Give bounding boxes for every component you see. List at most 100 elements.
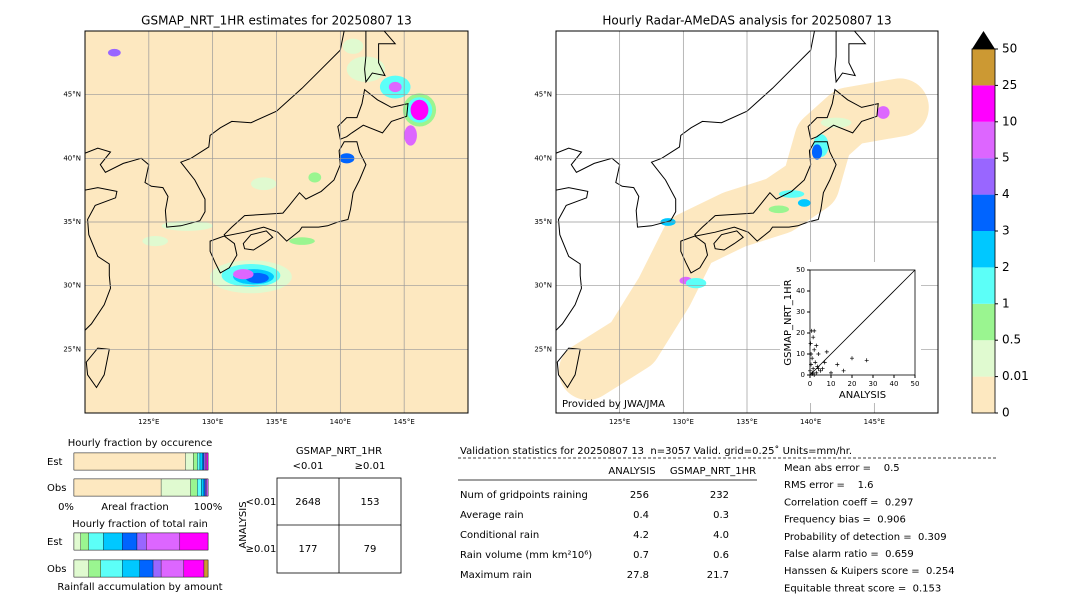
lon-tick-label: 140°E bbox=[800, 418, 821, 426]
y-tick-label: 10 bbox=[796, 350, 805, 358]
colorbar-segment bbox=[972, 376, 995, 413]
stats-value: 256 bbox=[630, 490, 649, 501]
stats-value: 232 bbox=[710, 490, 729, 501]
rain-area bbox=[308, 172, 322, 183]
bar-segment bbox=[205, 478, 207, 497]
score: Probability of detection = 0.309 bbox=[784, 532, 947, 543]
lat-tick-label: 40°N bbox=[534, 154, 552, 162]
stats-value: 27.8 bbox=[627, 570, 649, 581]
x-tick-label: 50 bbox=[911, 380, 920, 388]
coastline bbox=[694, 141, 837, 242]
bar-segment bbox=[80, 532, 89, 551]
stats-value: 4.2 bbox=[633, 530, 649, 541]
coastline bbox=[85, 187, 118, 331]
lon-tick-label: 145°E bbox=[394, 418, 415, 426]
coastline bbox=[556, 31, 815, 228]
coastline bbox=[242, 230, 274, 251]
lon-tick-label: 145°E bbox=[864, 418, 885, 426]
point bbox=[812, 373, 817, 377]
point bbox=[829, 370, 833, 375]
bar-segment bbox=[73, 532, 81, 551]
panel-footer: Rainfall accumulation by amount bbox=[57, 582, 222, 593]
table-cell: 2648 bbox=[295, 497, 320, 508]
colorbar-extend bbox=[972, 31, 995, 49]
point bbox=[810, 356, 815, 361]
point bbox=[816, 366, 821, 371]
point bbox=[864, 358, 869, 363]
point bbox=[812, 328, 817, 333]
stats-value: 0.3 bbox=[713, 510, 729, 521]
point bbox=[818, 368, 823, 373]
lon-tick-label: 125°E bbox=[138, 418, 159, 426]
bar-segment bbox=[202, 452, 205, 471]
colorbar-segment bbox=[972, 267, 995, 304]
score: Hanssen & Kuipers score = 0.254 bbox=[784, 566, 955, 577]
coastline bbox=[713, 230, 744, 251]
coastline bbox=[807, 88, 879, 140]
bar-segment bbox=[205, 452, 207, 471]
row-label: <0.01 bbox=[246, 497, 277, 508]
colorbar-label: 5 bbox=[1002, 151, 1010, 165]
x-tick-label: 0 bbox=[808, 380, 812, 388]
colorbar-label: 10 bbox=[1002, 114, 1017, 128]
credit: Provided by JWA/JMA bbox=[562, 399, 665, 410]
coastline bbox=[364, 31, 397, 84]
point bbox=[835, 362, 840, 367]
stats-label: Num of gridpoints raining bbox=[460, 490, 588, 501]
axis-label: Areal fraction bbox=[101, 502, 168, 513]
panel-title: Hourly fraction of total rain bbox=[72, 519, 208, 530]
stats-value: 0.6 bbox=[713, 550, 729, 561]
lon-tick-label: 135°E bbox=[736, 418, 757, 426]
map-frame bbox=[84, 30, 469, 414]
column-header: ANALYSIS bbox=[608, 466, 655, 477]
stats-label: Average rain bbox=[460, 510, 524, 521]
coastline bbox=[223, 141, 367, 242]
map-title: Hourly Radar-AMeDAS analysis for 2025080… bbox=[602, 14, 891, 28]
point bbox=[808, 368, 812, 373]
bar-segment bbox=[197, 452, 201, 471]
lon-tick-label: 130°E bbox=[202, 418, 223, 426]
stats-header: Validation statistics for 20250807 13 n=… bbox=[460, 445, 852, 457]
lat-tick-label: 30°N bbox=[534, 282, 552, 290]
bar-segment bbox=[152, 559, 162, 578]
bar-segment bbox=[206, 478, 209, 497]
point bbox=[841, 368, 846, 373]
point bbox=[814, 343, 819, 348]
stats-label: Conditional rain bbox=[460, 530, 539, 541]
bar-segment bbox=[122, 532, 138, 551]
colorbar-segment bbox=[972, 231, 995, 268]
x-tick-label: 20 bbox=[848, 380, 857, 388]
bar-segment bbox=[190, 478, 198, 497]
rain-area bbox=[289, 237, 315, 245]
colorbar-segment bbox=[972, 49, 995, 86]
bar-segment bbox=[139, 559, 154, 578]
lat-tick-label: 30°N bbox=[63, 282, 81, 290]
colorbar-label: 4 bbox=[1002, 187, 1010, 201]
rain-area bbox=[778, 190, 805, 198]
rain-area bbox=[768, 205, 790, 214]
coastline bbox=[680, 235, 709, 274]
score: RMS error = 1.6 bbox=[784, 480, 874, 491]
col-label: ≥0.01 bbox=[355, 461, 386, 472]
row-label: Obs bbox=[47, 483, 66, 494]
coastline bbox=[834, 31, 867, 84]
coastline bbox=[556, 187, 589, 332]
column-header: GSMAP_NRT_1HR bbox=[670, 466, 756, 477]
y-tick-label: 20 bbox=[796, 329, 805, 337]
point bbox=[811, 366, 816, 371]
rain-area bbox=[876, 106, 890, 119]
x-tick-label: 30 bbox=[869, 380, 878, 388]
map-area bbox=[556, 31, 938, 413]
bar-segment bbox=[122, 559, 140, 578]
map-area bbox=[85, 31, 468, 413]
score: Mean abs error = 0.5 bbox=[784, 463, 900, 474]
lat-tick-label: 35°N bbox=[534, 218, 552, 226]
bar-segment bbox=[193, 452, 198, 471]
row-label: ≥0.01 bbox=[246, 544, 277, 555]
map-title: GSMAP_NRT_1HR estimates for 20250807 13 bbox=[141, 14, 412, 28]
row-label: Est bbox=[47, 537, 63, 548]
bar-segment bbox=[197, 478, 202, 497]
coastline bbox=[85, 31, 345, 228]
bar-segment bbox=[199, 452, 203, 471]
